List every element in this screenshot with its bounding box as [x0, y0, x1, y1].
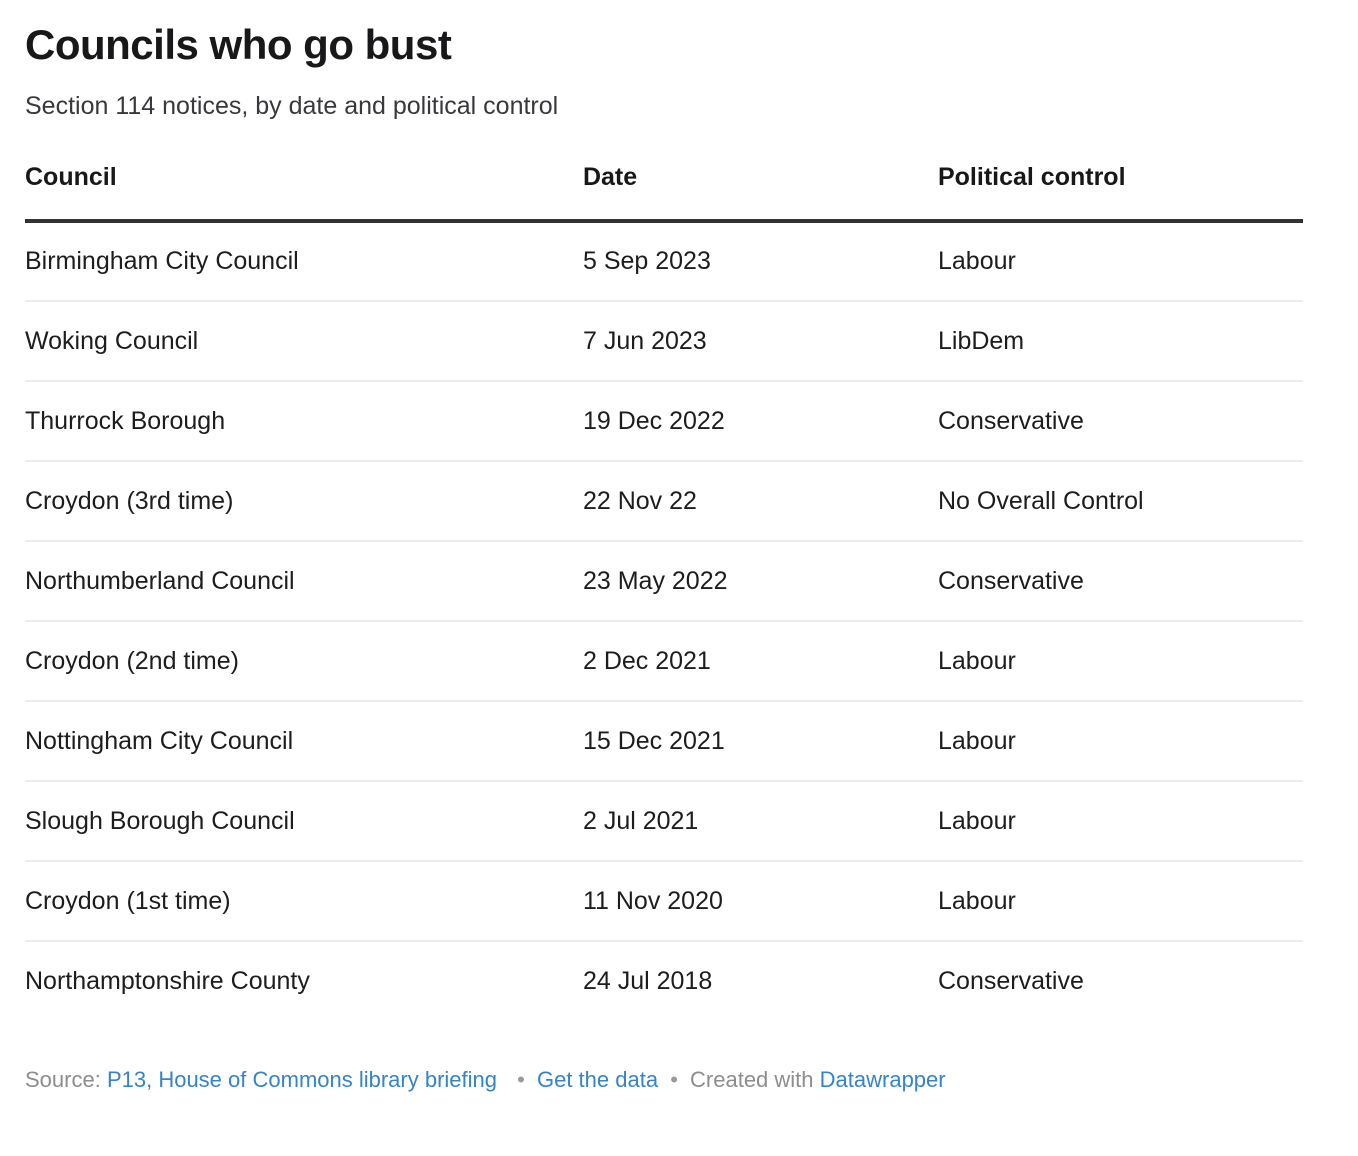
political-control-cell: Labour	[937, 221, 1303, 303]
date-cell: 2 Jul 2021	[582, 781, 938, 863]
table-row: Croydon (1st time) 11 Nov 2020 Labour	[25, 861, 1303, 943]
get-the-data-link[interactable]: Get the data	[536, 1067, 659, 1093]
created-with-label: Created with	[690, 1067, 814, 1093]
table-row: Nottingham City Council 15 Dec 2021 Labo…	[25, 701, 1303, 783]
page-subtitle: Section 114 notices, by date and politic…	[25, 92, 559, 121]
table-header: Council Date Political control	[25, 163, 1303, 224]
council-cell: Birmingham City Council	[25, 221, 583, 303]
date-cell: 5 Sep 2023	[582, 221, 938, 303]
council-cell: Northamptonshire County	[25, 967, 310, 996]
date-cell: 19 Dec 2022	[582, 381, 938, 463]
political-control-cell: Labour	[937, 781, 1303, 863]
column-header-political-control: Political control	[937, 163, 1303, 224]
political-control-cell: Conservative	[937, 381, 1303, 463]
date-cell: 7 Jun 2023	[582, 301, 938, 383]
table-row: Northumberland Council 23 May 2022 Conse…	[25, 541, 1303, 623]
political-control-cell: Labour	[937, 701, 1303, 783]
date-cell: 22 Nov 22	[582, 461, 938, 543]
table-row: Slough Borough Council 2 Jul 2021 Labour	[25, 781, 1303, 863]
datawrapper-link[interactable]: Datawrapper	[819, 1067, 946, 1093]
source-label: Source:	[25, 1067, 101, 1093]
table-row: Croydon (2nd time) 2 Dec 2021 Labour	[25, 621, 1303, 703]
table-row: Birmingham City Council 5 Sep 2023 Labou…	[25, 221, 1303, 303]
political-control-cell: No Overall Control	[937, 461, 1303, 543]
political-control-cell: Labour	[937, 621, 1303, 703]
political-control-cell: Labour	[937, 861, 1303, 943]
political-control-cell: Conservative	[937, 967, 1084, 996]
council-cell: Croydon (3rd time)	[25, 461, 583, 543]
council-cell: Woking Council	[25, 301, 583, 383]
council-cell: Slough Borough Council	[25, 781, 583, 863]
table-row: Northamptonshire County 24 Jul 2018 Cons…	[25, 941, 1303, 1021]
footer: Source: P13, House of Commons library br…	[25, 1067, 1303, 1093]
date-cell: 23 May 2022	[582, 541, 938, 623]
political-control-cell: Conservative	[937, 541, 1303, 623]
date-cell: 2 Dec 2021	[582, 621, 938, 703]
date-cell: 24 Jul 2018	[582, 967, 713, 996]
date-cell: 11 Nov 2020	[582, 861, 938, 943]
council-cell: Croydon (1st time)	[25, 861, 583, 943]
column-header-date: Date	[582, 163, 938, 224]
table-row: Woking Council 7 Jun 2023 LibDem	[25, 301, 1303, 383]
council-cell: Thurrock Borough	[25, 381, 583, 463]
council-cell: Northumberland Council	[25, 541, 583, 623]
political-control-cell: LibDem	[937, 301, 1303, 383]
datawrapper-table-page: Councils who go bust Section 114 notices…	[25, 21, 1303, 1093]
footer-separator: •	[670, 1067, 678, 1093]
table-body: Birmingham City Council 5 Sep 2023 Labou…	[25, 221, 1303, 1021]
column-header-council: Council	[25, 163, 583, 224]
council-cell: Croydon (2nd time)	[25, 621, 583, 703]
table-row: Croydon (3rd time) 22 Nov 22 No Overall …	[25, 461, 1303, 543]
date-cell: 15 Dec 2021	[582, 701, 938, 783]
footer-separator: •	[517, 1067, 525, 1093]
council-cell: Nottingham City Council	[25, 701, 583, 783]
councils-table: Council Date Political control Birmingha…	[25, 163, 1303, 1021]
source-link[interactable]: P13, House of Commons library briefing	[106, 1067, 498, 1093]
page-title: Councils who go bust	[25, 21, 452, 68]
table-row: Thurrock Borough 19 Dec 2022 Conservativ…	[25, 381, 1303, 463]
